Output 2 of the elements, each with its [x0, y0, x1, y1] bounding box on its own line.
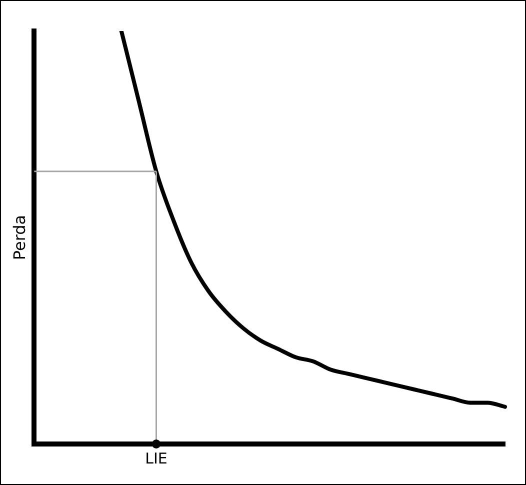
text: LIE	[145, 449, 168, 468]
y-axis-title: Perda	[10, 214, 29, 260]
